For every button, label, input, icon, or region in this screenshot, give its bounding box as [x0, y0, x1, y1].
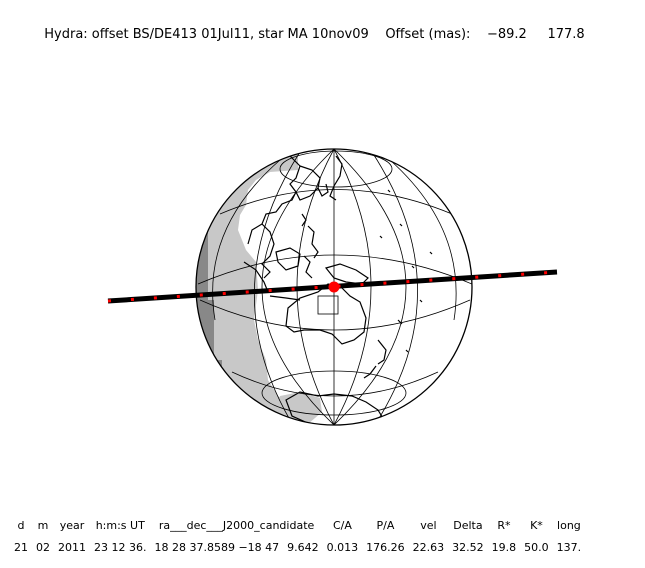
- header-day: d: [17, 518, 25, 532]
- header-kstar: K*: [530, 518, 543, 532]
- plot-title: Hydra: offset BS/DE413 01Jul11, star MA …: [36, 12, 585, 42]
- value-day: 21: [14, 540, 28, 554]
- value-ca: 0.013: [326, 540, 359, 554]
- globe-map: [107, 148, 558, 426]
- offset-label: Offset (mas):: [385, 27, 471, 42]
- earth-limb: [195, 148, 473, 426]
- event-table: d m year h:m:s UT ra___dec___J2000_candi…: [10, 514, 585, 558]
- header-pa: P/A: [376, 518, 395, 532]
- value-candidate: 9.642: [287, 540, 319, 554]
- header-radec: ra___dec___J2000_candidate: [158, 518, 315, 532]
- value-delta: 32.52: [452, 540, 484, 554]
- value-year: 2011: [58, 540, 86, 554]
- header-month: m: [37, 518, 49, 532]
- value-radec: 18 28 37.8589 −18 47: [154, 540, 280, 554]
- twilight-region: [208, 150, 302, 425]
- header-time: h:m:s UT: [95, 518, 145, 532]
- header-rstar: R*: [497, 518, 511, 532]
- value-kstar: 50.0: [524, 540, 549, 554]
- header-delta: Delta: [453, 518, 483, 532]
- offset-dec: 177.8: [547, 27, 585, 42]
- value-time: 23 12 36.: [94, 540, 147, 554]
- header-year: year: [59, 518, 85, 532]
- polar-twilight: [280, 392, 322, 425]
- closest-approach-point: [328, 281, 340, 293]
- header-ca: C/A: [332, 518, 352, 532]
- offset-ra: −89.2: [486, 27, 527, 42]
- value-long: 137.: [556, 540, 582, 554]
- inset-box: [317, 295, 339, 315]
- header-long: long: [557, 518, 581, 532]
- value-month: 02: [36, 540, 50, 554]
- value-pa: 176.26: [366, 540, 405, 554]
- value-vel: 22.63: [412, 540, 445, 554]
- event-title: Hydra: offset BS/DE413 01Jul11, star MA …: [44, 27, 369, 42]
- value-rstar: 19.8: [491, 540, 517, 554]
- table-header-row: d m year h:m:s UT ra___dec___J2000_candi…: [10, 514, 585, 536]
- header-vel: vel: [420, 518, 437, 532]
- table-row: 21 02 2011 23 12 36. 18 28 37.8589 −18 4…: [10, 536, 585, 558]
